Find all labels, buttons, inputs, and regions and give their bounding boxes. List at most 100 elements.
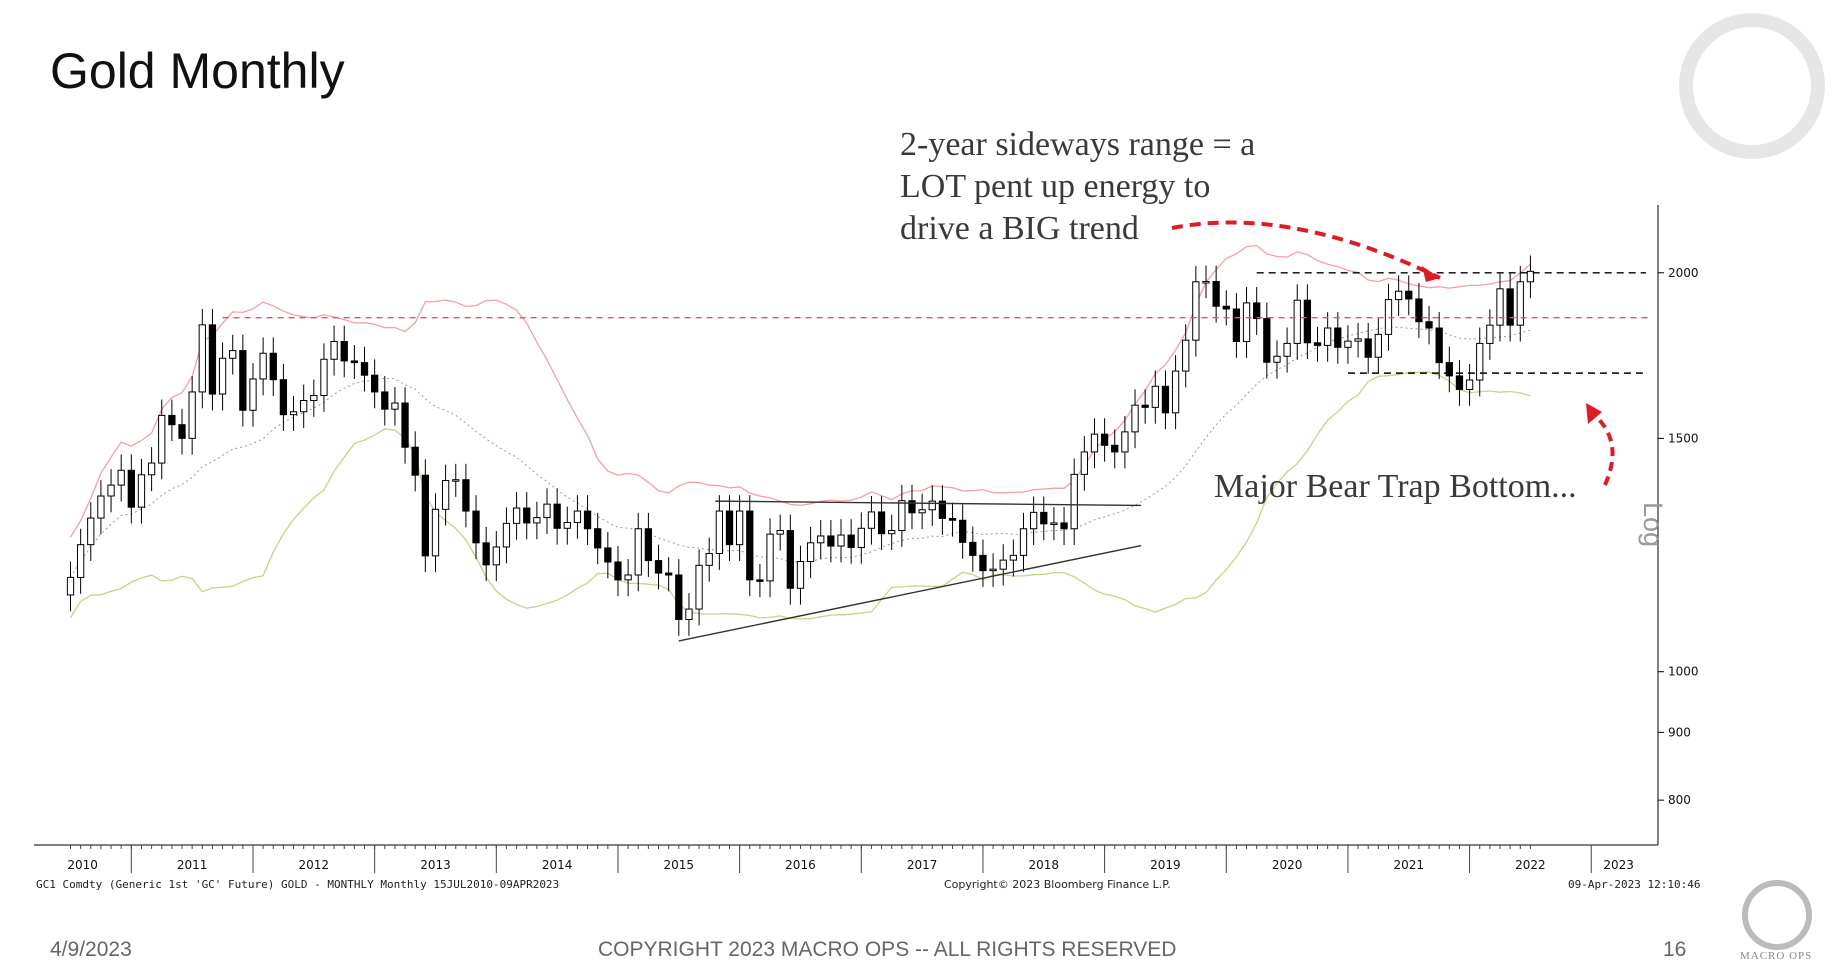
up-candle	[634, 528, 642, 576]
up-candle	[898, 500, 906, 532]
down-candle	[1111, 444, 1119, 453]
down-candle	[1232, 308, 1241, 342]
x-tick-label: 2017	[907, 858, 938, 872]
down-candle	[1040, 511, 1048, 525]
y-tick-label: 1500	[1668, 431, 1699, 445]
up-candle	[137, 474, 146, 508]
triangle-lower-line	[678, 544, 1142, 642]
annotation-line: drive a BIG trend	[900, 210, 1139, 247]
down-candle	[959, 519, 967, 543]
up-candle	[695, 564, 703, 610]
down-candle	[604, 547, 612, 563]
down-candle	[725, 510, 734, 546]
up-candle	[1273, 355, 1281, 363]
up-candle	[1029, 511, 1038, 530]
up-candle	[563, 521, 571, 529]
up-candle	[1344, 340, 1352, 348]
x-tick-label: 2023	[1603, 858, 1634, 872]
y-tick-label: 900	[1668, 725, 1691, 739]
up-candle	[543, 503, 551, 519]
log-scale-label: Log	[1638, 502, 1668, 548]
down-candle	[127, 469, 135, 508]
up-candle	[1019, 528, 1028, 556]
up-candle	[117, 469, 125, 486]
up-candle	[391, 402, 399, 410]
down-candle	[756, 579, 764, 582]
up-candle	[1476, 342, 1484, 381]
range-annotation: 2-year sideways range = a LOT pent up en…	[900, 124, 1320, 250]
bloomberg-ticker-info: GC1 Comdty (Generic 1st 'GC' Future) GOL…	[36, 878, 560, 891]
range-arrow-line	[1171, 220, 1441, 280]
up-candle	[289, 411, 298, 416]
up-candle	[452, 479, 460, 482]
chart-frame	[34, 205, 1659, 846]
x-tick-label: 2018	[1029, 858, 1060, 872]
down-candle	[1313, 342, 1322, 346]
down-candle	[877, 511, 886, 535]
up-candle	[857, 527, 865, 548]
down-candle	[350, 360, 359, 364]
arrow-head-icon	[1586, 403, 1602, 424]
up-candle	[888, 530, 896, 535]
y-tick-label: 2000	[1668, 266, 1699, 280]
up-candle	[918, 509, 926, 514]
down-candle	[675, 574, 683, 620]
up-candle	[1354, 338, 1362, 342]
x-tick-label: 2016	[785, 858, 816, 872]
annotation-line: LOT pent up energy to	[900, 168, 1211, 205]
down-candle	[1405, 290, 1413, 300]
up-candle	[259, 352, 267, 380]
up-candle	[715, 510, 723, 555]
down-candle	[371, 374, 379, 393]
triangle-upper-line	[715, 500, 1142, 507]
up-candle	[1324, 327, 1332, 346]
logo-ring	[1742, 880, 1812, 950]
x-tick-label: 2011	[177, 858, 208, 872]
bloomberg-copyright: Copyright© 2023 Bloomberg Finance L.P.	[944, 878, 1171, 891]
bear-trap-annotation: Major Bear Trap Bottom...	[1214, 468, 1577, 505]
up-candle	[1009, 554, 1018, 561]
brand-name: MACRO OPS	[1740, 950, 1813, 962]
y-tick-label: 800	[1668, 793, 1691, 807]
up-candle	[705, 553, 713, 566]
down-candle	[827, 535, 835, 547]
down-candle	[665, 572, 673, 576]
down-candle	[1222, 305, 1230, 310]
down-candle	[208, 324, 217, 395]
up-candle	[837, 534, 845, 547]
page-number: 16	[1663, 938, 1687, 961]
up-candle	[1192, 281, 1200, 341]
down-candle	[583, 510, 592, 530]
down-candle	[411, 446, 419, 476]
up-candle	[300, 399, 308, 413]
down-candle	[381, 391, 389, 410]
down-candle	[239, 350, 247, 411]
up-candle	[796, 561, 805, 589]
x-tick-label: 2012	[299, 858, 330, 872]
trendlines	[222, 220, 1650, 642]
footer-date: 4/9/2023	[50, 938, 132, 961]
up-candle	[198, 324, 206, 393]
up-candle	[87, 517, 95, 546]
up-candle	[1242, 302, 1251, 342]
up-candle	[1090, 433, 1099, 453]
down-candle	[948, 518, 957, 521]
up-candle	[817, 535, 825, 544]
up-candle	[533, 517, 541, 524]
down-candle	[178, 424, 186, 439]
up-candle	[867, 511, 876, 529]
up-candle	[806, 542, 815, 563]
up-candle	[1171, 370, 1180, 414]
down-candle	[472, 510, 480, 544]
down-candle	[1141, 404, 1149, 408]
down-candle	[523, 507, 531, 524]
up-candle	[158, 414, 166, 464]
up-candle	[431, 508, 440, 557]
x-tick-label: 2021	[1393, 858, 1424, 872]
x-tick-label: 2013	[420, 858, 451, 872]
up-candle	[492, 546, 500, 566]
up-candle	[310, 394, 318, 401]
down-candle	[847, 534, 855, 548]
up-candle	[502, 522, 511, 548]
up-candle	[320, 358, 328, 396]
